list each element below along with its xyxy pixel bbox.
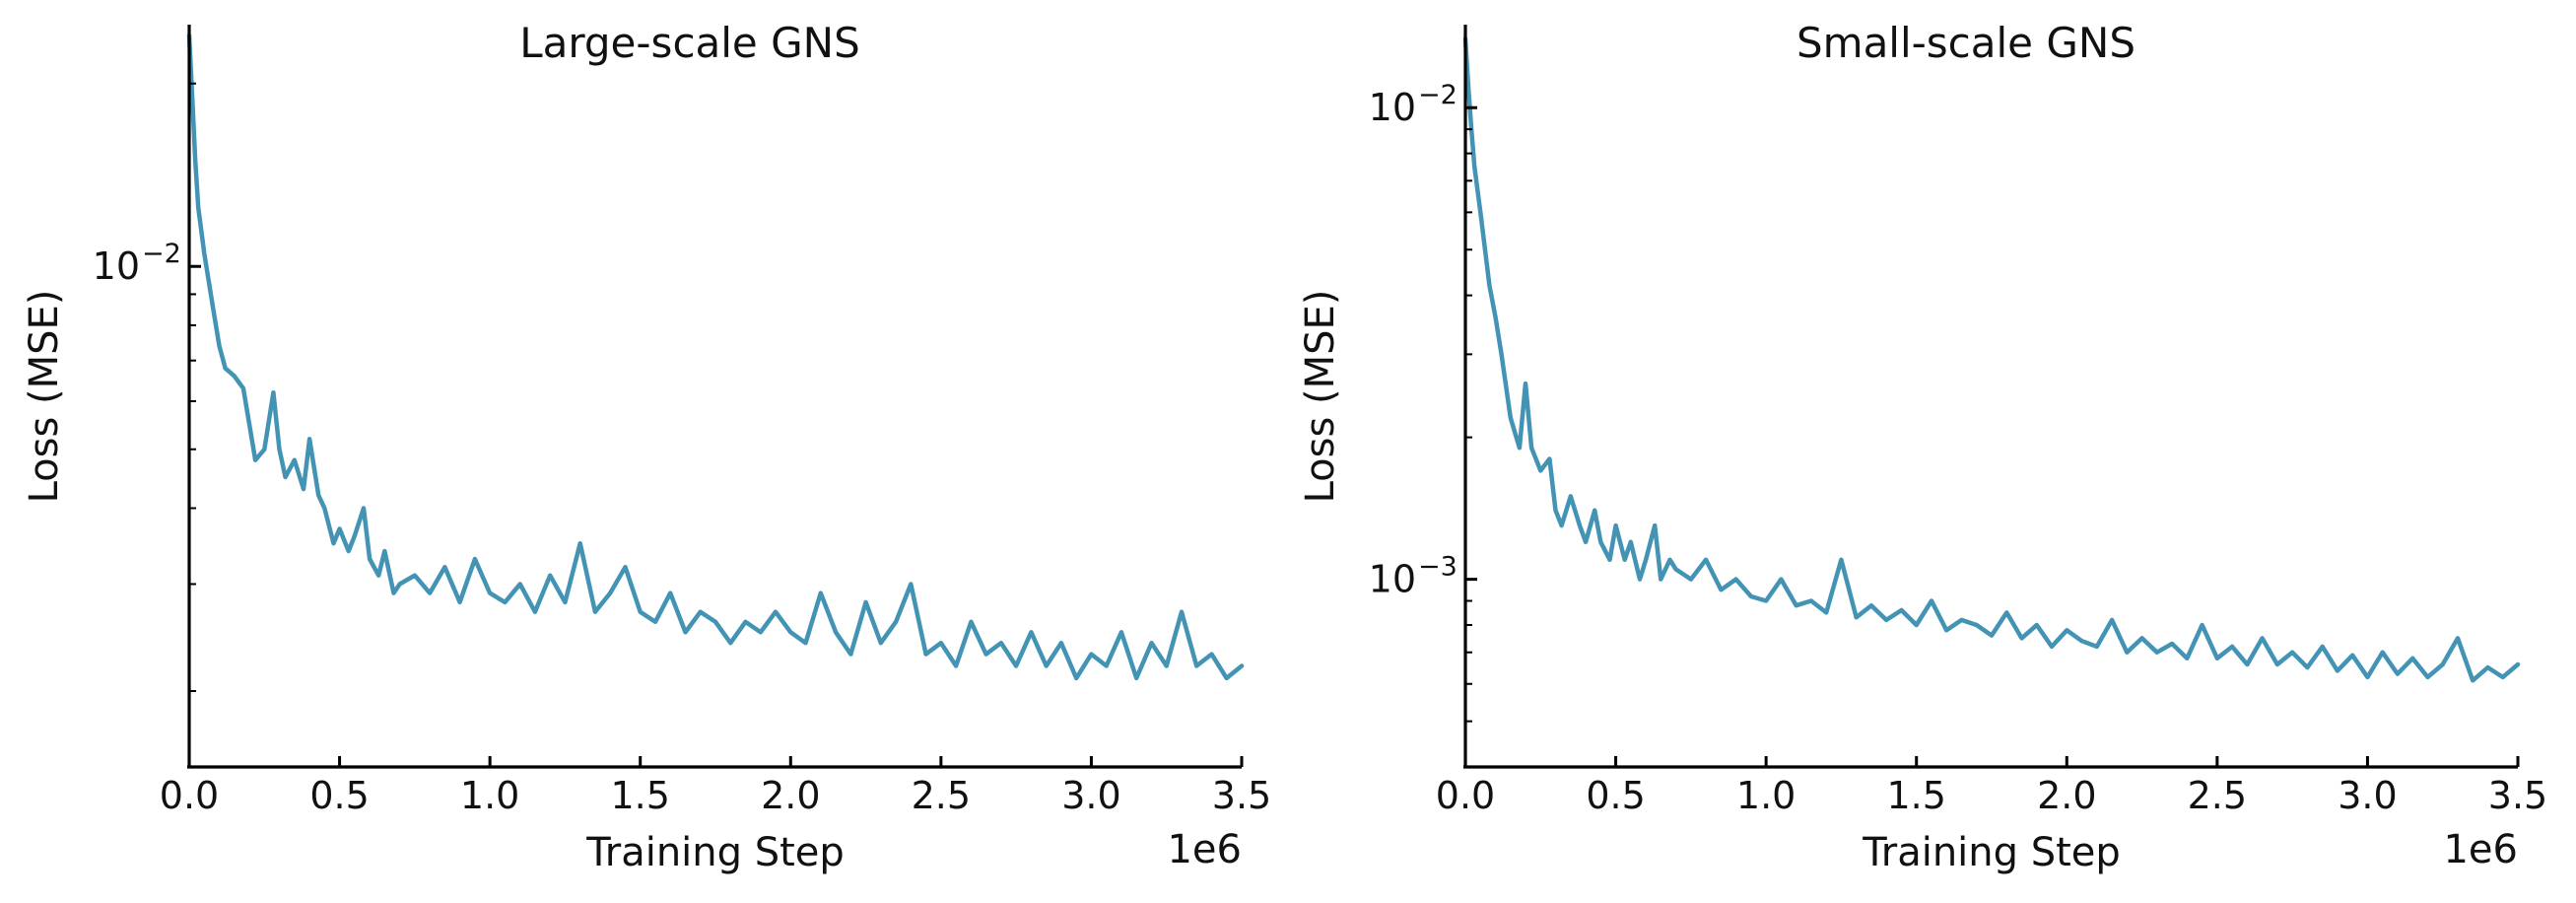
y-tick-label-exponent: −2 [142,239,181,269]
y-tick-label-exponent: −3 [1418,552,1457,583]
y-tick-label: 10 [1369,86,1416,129]
x-tick-label: 2.5 [2188,774,2247,817]
x-tick-label: 1.5 [610,774,669,817]
loss-series-line [186,33,1245,681]
x-axis-ticks: 0.0 0.5 1.0 1.5 2.0 2.5 3.0 3.5 [160,756,1271,817]
plot-series-group [1462,36,2521,683]
x-tick-label: 0.5 [309,774,369,817]
x-tick-label: 0.5 [1586,774,1645,817]
plot-series-group [186,33,1245,681]
x-tick-label: 3.0 [2338,774,2397,817]
y-axis-ticks: 10 −2 [93,82,201,693]
x-tick-label: 2.0 [2037,774,2096,817]
x-tick-label: 3.5 [2488,774,2547,817]
x-axis-scale-label: 1e6 [1167,827,1242,872]
x-tick-label: 1.5 [1886,774,1945,817]
x-tick-label: 0.0 [1436,774,1495,817]
y-tick-label-exponent: −2 [1418,80,1457,110]
y-axis-label: Loss (MSE) [22,290,67,504]
panel-large-scale-gns: Large-scale GNS 0.0 0.5 1.0 1.5 2.0 2.5 3.0 3.5… [22,19,1271,875]
y-tick-label: 10 [1369,558,1416,601]
x-tick-label: 2.5 [912,774,971,817]
chart-title: Large-scale GNS [519,19,860,67]
x-tick-label: 0.0 [160,774,219,817]
y-axis-label: Loss (MSE) [1298,290,1343,504]
y-tick-label: 10 [93,244,140,288]
y-axis-ticks: 10−310−2 [1369,80,1477,723]
x-axis-label: Training Step [585,830,845,875]
x-tick-label: 3.5 [1212,774,1271,817]
x-tick-label: 2.0 [761,774,820,817]
x-axis-ticks: 0.0 0.5 1.0 1.5 2.0 2.5 3.0 3.5 [1436,756,2547,817]
x-tick-label: 1.0 [1736,774,1796,817]
chart-title: Small-scale GNS [1796,19,2135,67]
x-tick-label: 3.0 [1061,774,1120,817]
x-tick-label: 1.0 [460,774,519,817]
loss-series-line [1462,36,2521,683]
x-axis-scale-label: 1e6 [2443,827,2518,872]
x-axis-label: Training Step [1862,830,2121,875]
panel-small-scale-gns: Small-scale GNS 0.0 0.5 1.0 1.5 2.0 2.5 3.0 3.5… [1298,19,2547,875]
